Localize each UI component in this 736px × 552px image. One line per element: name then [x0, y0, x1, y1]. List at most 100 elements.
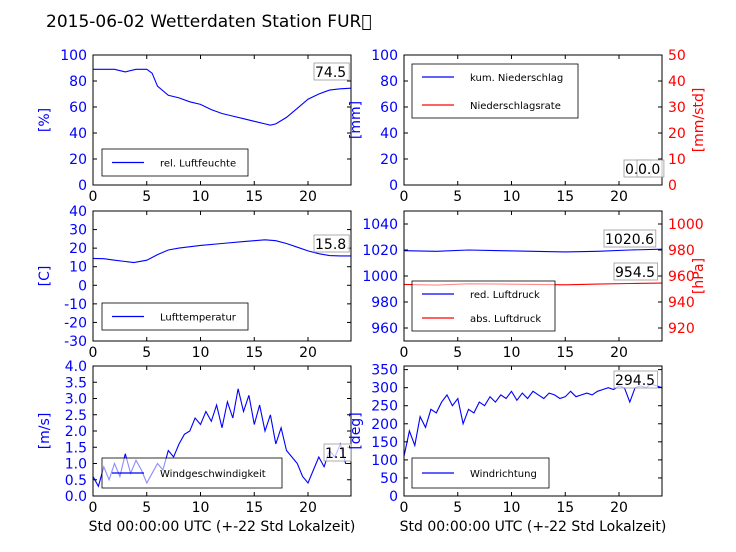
x-tick-label: 15 — [245, 345, 263, 361]
y-tick-label: 0 — [389, 178, 398, 194]
x-tick-label: 20 — [610, 189, 628, 205]
legend-label: kum. Niederschlag — [470, 73, 563, 84]
x-tick-label: 20 — [610, 345, 628, 361]
y-tick-label: 3.0 — [65, 392, 87, 408]
x-tick-label: 10 — [503, 345, 521, 361]
y-tick-label: 100 — [371, 48, 398, 64]
y-tick-label: 1020 — [362, 243, 398, 259]
y-tick-label: 2.0 — [65, 424, 87, 440]
y-tick-label: 1.0 — [65, 457, 87, 473]
x-tick-label: 20 — [299, 345, 317, 361]
value-annotation: 0.0 — [638, 162, 660, 178]
x-tick-label: 0 — [89, 345, 98, 361]
series-line-1 — [404, 248, 662, 253]
y-tick-label: 40 — [69, 126, 87, 142]
y-tick-label: 80 — [69, 74, 87, 90]
y-tick-label: 1040 — [362, 217, 398, 233]
y-right-tick-label: 1000 — [668, 217, 704, 233]
y-tick-label: 100 — [371, 453, 398, 469]
legend-box — [411, 280, 556, 332]
y-tick-label: 2.5 — [65, 408, 87, 424]
y-tick-label: 60 — [380, 100, 398, 116]
value-box — [313, 62, 350, 81]
x-tick-label: 0 — [89, 500, 98, 516]
axes-frame — [403, 365, 663, 497]
y-right-tick-label: 960 — [668, 269, 695, 285]
value-box — [613, 370, 658, 389]
y-right-tick-label: 980 — [668, 243, 695, 259]
y-tick-label: 300 — [371, 381, 398, 397]
y-tick-label: -30 — [64, 334, 87, 350]
value-annotation: 1020.6 — [605, 232, 654, 248]
y-tick-label: 200 — [371, 417, 398, 433]
y-tick-label: 0 — [78, 178, 87, 194]
axes-frame — [92, 54, 352, 186]
y-tick-label: 980 — [371, 295, 398, 311]
x-axis-label: Std 00:00:00 UTC (+-22 Std Lokalzeit) — [400, 519, 667, 535]
y-tick-label: 1.5 — [65, 440, 87, 456]
y-right-tick-label: 920 — [668, 321, 695, 337]
series-line-1 — [404, 383, 662, 457]
y-tick-label: 30 — [69, 223, 87, 239]
y-tick-label: 960 — [371, 321, 398, 337]
x-tick-label: 5 — [142, 345, 151, 361]
y-right-tick-label: 20 — [668, 126, 686, 142]
y-tick-label: 250 — [371, 399, 398, 415]
y-right-tick-label: 940 — [668, 295, 695, 311]
y-tick-label: 4.0 — [65, 359, 87, 375]
x-tick-label: 15 — [556, 189, 574, 205]
x-tick-label: 10 — [192, 189, 210, 205]
legend-label: red. Luftdruck — [470, 290, 540, 301]
x-tick-label: 5 — [453, 500, 462, 516]
y-right-tick-label: 40 — [668, 74, 686, 90]
y-right-tick-label: 0 — [668, 178, 677, 194]
legend-box — [101, 457, 283, 489]
y-tick-label: 0.5 — [65, 473, 87, 489]
y-tick-label: -10 — [64, 297, 87, 313]
x-tick-label: 15 — [556, 500, 574, 516]
x-tick-label: 20 — [610, 500, 628, 516]
y-tick-label: -20 — [64, 315, 87, 331]
x-tick-label: 0 — [89, 189, 98, 205]
value-annotation: 15.8 — [315, 237, 346, 253]
axes-frame — [92, 210, 352, 342]
y-axis-label-right: [mm/std] — [691, 88, 707, 153]
y-right-tick-label: 30 — [668, 100, 686, 116]
series-line-1 — [93, 68, 351, 126]
subplot-4: 0 5 10 15 20 960 980 1000 1020 1040 920 940 960 980 10… — [362, 210, 707, 361]
y-tick-label: 40 — [69, 204, 87, 220]
y-axis-label: [C] — [37, 266, 53, 287]
y-tick-label: 3.5 — [65, 375, 87, 391]
legend-label: abs. Luftdruck — [470, 314, 541, 325]
y-tick-label: 0 — [389, 489, 398, 505]
y-tick-label: 1000 — [362, 269, 398, 285]
value-annotation: 1.1 — [325, 446, 347, 462]
y-axis-label: [%] — [37, 108, 53, 132]
y-axis-label: [deg] — [348, 412, 364, 449]
value-box — [636, 159, 665, 178]
value-annotation: 954.5 — [615, 265, 655, 281]
x-tick-label: 20 — [299, 189, 317, 205]
value-annotation: 74.5 — [315, 65, 346, 81]
value-box — [603, 229, 657, 248]
subplot-5: 0 5 10 15 20 0.00.51.01.52.02.53.03.54.0 [m/s]… — [37, 359, 355, 535]
x-tick-label: 10 — [192, 500, 210, 516]
x-tick-label: 0 — [400, 345, 409, 361]
x-tick-label: 5 — [142, 189, 151, 205]
y-tick-label: 10 — [69, 260, 87, 276]
y-tick-label: 0.0 — [65, 489, 87, 505]
legend-label: Windrichtung — [470, 469, 537, 480]
x-tick-label: 10 — [192, 345, 210, 361]
legend-label: Lufttemperatur — [160, 313, 237, 324]
y-axis-label: [m/s] — [37, 413, 53, 450]
y-tick-label: 150 — [371, 435, 398, 451]
y-tick-label: 80 — [380, 74, 398, 90]
x-tick-label: 0 — [400, 500, 409, 516]
y-tick-label: 350 — [371, 363, 398, 379]
value-box — [613, 262, 658, 281]
x-tick-label: 5 — [142, 500, 151, 516]
y-tick-label: 50 — [380, 471, 398, 487]
y-tick-label: 20 — [380, 152, 398, 168]
